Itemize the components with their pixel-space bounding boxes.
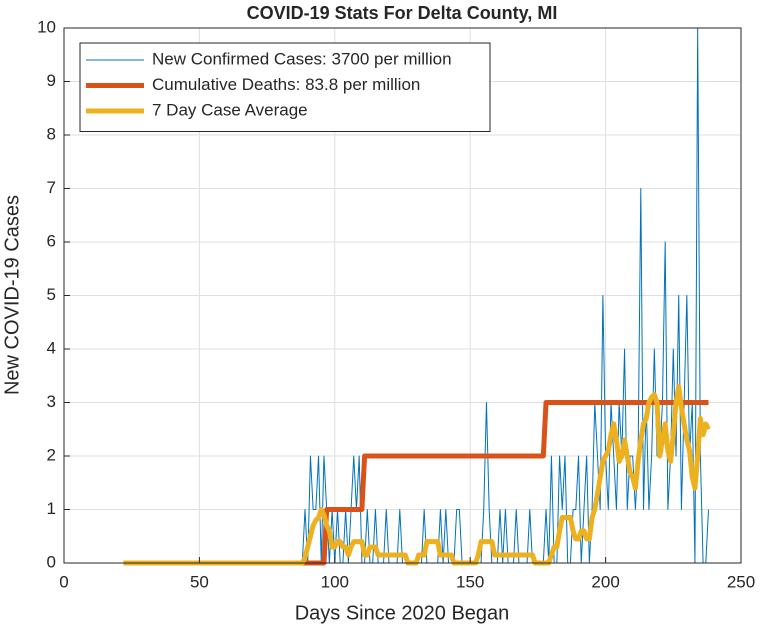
legend-box xyxy=(79,42,491,132)
legend: New Confirmed Cases: 3700 per million Cum… xyxy=(79,42,491,132)
x-tick-label: 250 xyxy=(727,572,755,591)
x-tick-label: 200 xyxy=(591,572,619,591)
y-tick-label: 7 xyxy=(47,178,56,197)
legend-label: Cumulative Deaths: 83.8 per million xyxy=(152,75,420,94)
x-tick-label: 100 xyxy=(321,572,349,591)
y-tick-label: 5 xyxy=(47,285,56,304)
y-tick-label: 4 xyxy=(47,338,56,357)
x-tick-label: 0 xyxy=(59,572,68,591)
y-tick-label: 2 xyxy=(47,445,56,464)
x-tick-label: 50 xyxy=(190,572,209,591)
y-tick-label: 1 xyxy=(47,499,56,518)
legend-label: 7 Day Case Average xyxy=(152,100,308,119)
x-axis-label: Days Since 2020 Began xyxy=(295,602,510,624)
ticks: 0 50 100 150 200 250 0 1 2 3 4 5 6 7 8 9 10 xyxy=(37,17,755,591)
y-tick-label: 9 xyxy=(47,71,56,90)
x-tick-label: 150 xyxy=(456,572,484,591)
y-tick-label: 6 xyxy=(47,231,56,250)
y-axis-label: New COVID-19 Cases xyxy=(1,195,23,395)
legend-label: New Confirmed Cases: 3700 per million xyxy=(152,49,452,68)
y-tick-label: 8 xyxy=(47,124,56,143)
y-tick-label: 3 xyxy=(47,392,56,411)
y-tick-label: 0 xyxy=(47,552,56,571)
y-tick-label: 10 xyxy=(37,17,56,36)
chart-title: COVID-19 Stats For Delta County, MI xyxy=(247,3,558,23)
